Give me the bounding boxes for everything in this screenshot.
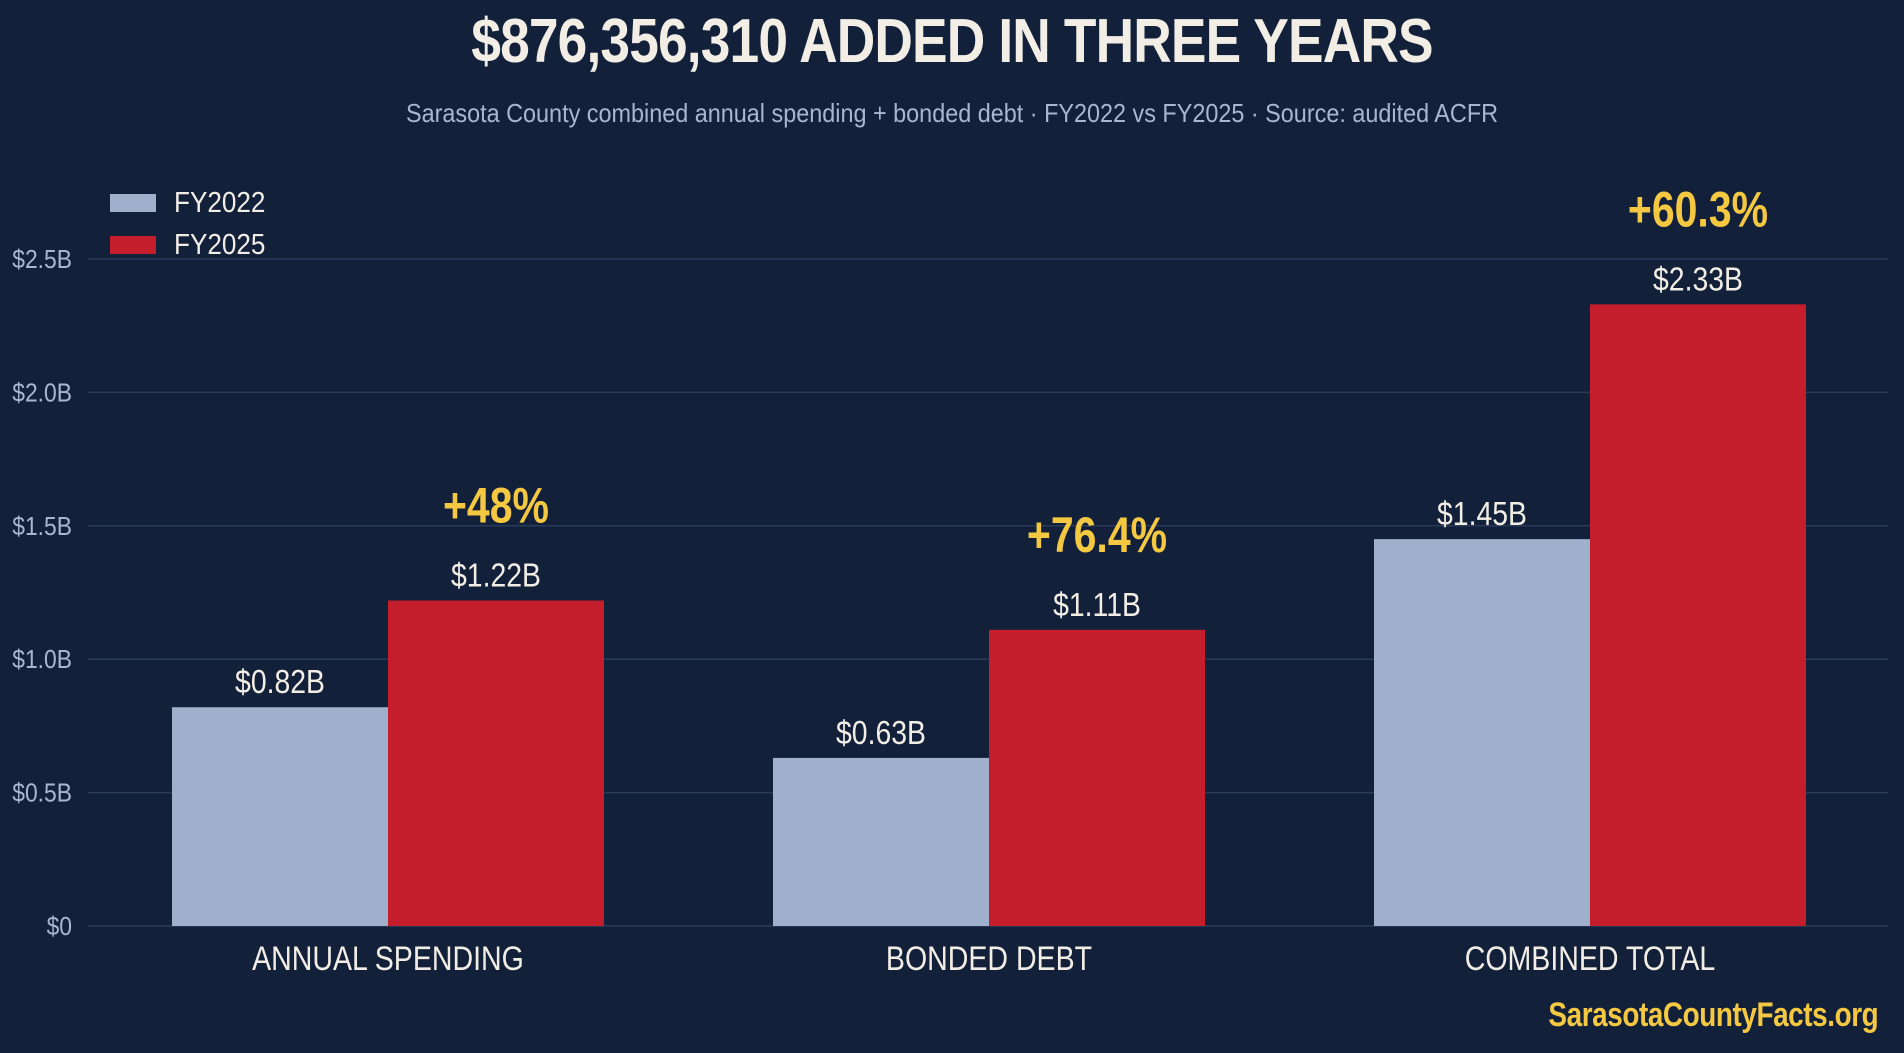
legend-item-fy2022: FY2022 <box>110 182 276 224</box>
y-tick-label: $0.5B <box>12 779 72 808</box>
legend-label-fy2025: FY2025 <box>174 228 266 261</box>
y-tick-label: $1.0B <box>12 646 72 675</box>
bar-value-label: $1.22B <box>451 556 541 594</box>
y-tick-label: $1.5B <box>12 513 72 542</box>
site-watermark: SarasotaCountyFacts.org <box>1548 996 1878 1034</box>
legend-label-fy2022: FY2022 <box>174 186 266 219</box>
legend-swatch-fy2022 <box>110 194 156 212</box>
bar-fy2022 <box>172 707 388 926</box>
x-category-label: ANNUAL SPENDING <box>252 940 524 978</box>
x-category-label: COMBINED TOTAL <box>1465 940 1716 978</box>
y-tick-label: $2.0B <box>12 379 72 408</box>
legend: FY2022 FY2025 <box>110 182 276 266</box>
bar-fy2025 <box>989 629 1205 926</box>
chart-title: $876,356,310 ADDED IN THREE YEARS <box>471 7 1433 76</box>
percent-change-label: +76.4% <box>1027 507 1167 563</box>
legend-swatch-fy2025 <box>110 236 156 254</box>
x-category-label: BONDED DEBT <box>886 940 1092 978</box>
bar-value-label: $2.33B <box>1653 260 1743 298</box>
legend-item-fy2025: FY2025 <box>110 224 276 266</box>
bar-fy2022 <box>773 757 989 926</box>
bar-value-label: $1.45B <box>1437 495 1527 533</box>
bar-fy2022 <box>1374 539 1590 926</box>
bar-value-label: $1.11B <box>1053 586 1141 624</box>
bar-value-label: $0.63B <box>836 714 926 752</box>
y-tick-label: $0 <box>47 913 72 942</box>
percent-change-label: +60.3% <box>1628 182 1768 238</box>
chart-subtitle: Sarasota County combined annual spending… <box>405 98 1499 128</box>
y-tick-label: $2.5B <box>12 246 72 275</box>
bar-value-label: $0.82B <box>235 663 325 701</box>
percent-change-label: +48% <box>443 478 549 534</box>
bar-fy2025 <box>1590 304 1806 927</box>
bar-fy2025 <box>388 600 604 926</box>
